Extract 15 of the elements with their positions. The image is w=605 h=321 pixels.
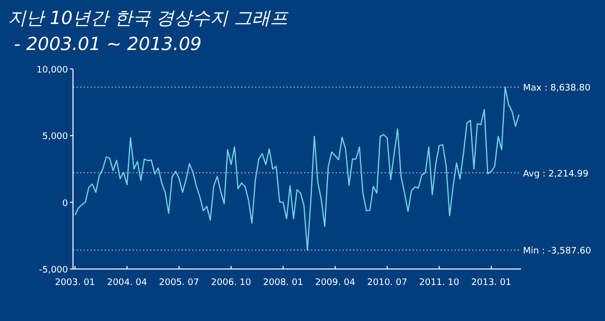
y-tick-label: 5,000 — [42, 132, 68, 142]
y-tick-label: 0 — [62, 198, 68, 209]
x-tick-label: 2003. 01 — [54, 278, 96, 288]
x-tick-label: 2013. 01 — [471, 278, 512, 288]
x-tick-label: 2011. 10 — [419, 278, 460, 288]
y-tick-label: -5,000 — [38, 266, 68, 276]
x-tick-label: 2005. 07 — [159, 278, 200, 288]
x-tick-label: 2004. 04 — [106, 278, 148, 288]
x-tick-label: 2009. 04 — [315, 278, 356, 288]
x-tick-label: 2006. 10 — [211, 278, 252, 288]
title: 지난 10년간 한국 경상수지 그래프 — [8, 8, 288, 29]
subtitle: - 2003.01 ~ 2013.09 — [14, 34, 202, 55]
x-tick-label: 2008. 01 — [263, 278, 304, 288]
y-tick-label: 10,000 — [36, 66, 68, 76]
x-tick-label: 2010. 07 — [367, 278, 408, 288]
